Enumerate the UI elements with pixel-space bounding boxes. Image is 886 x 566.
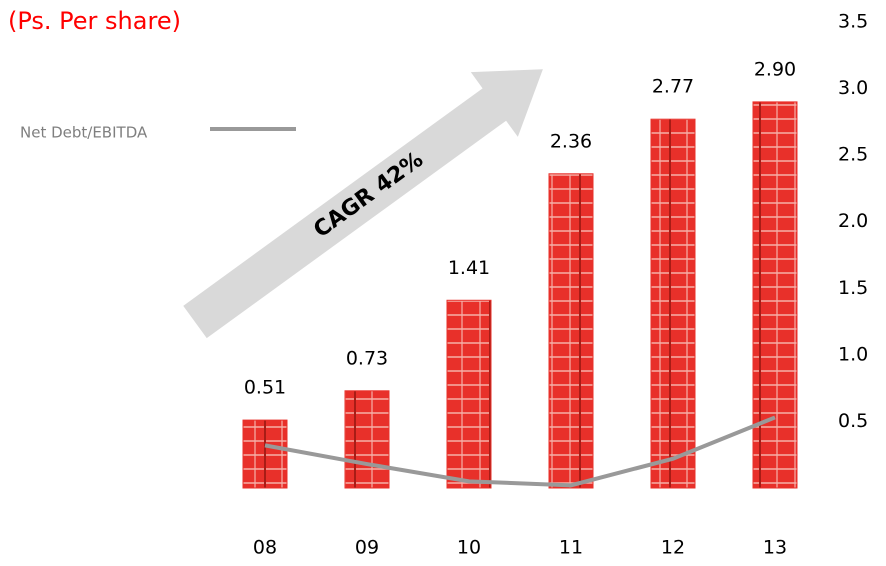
legend-label: Net Debt/EBITDA <box>20 124 148 142</box>
y-tick-label: 2.0 <box>838 210 868 232</box>
y-tick-label: 1.5 <box>838 277 868 299</box>
chart-title: (Ps. Per share) <box>8 7 181 35</box>
x-tick-label: 11 <box>559 537 583 559</box>
bar <box>548 173 594 489</box>
y-tick-label: 3.0 <box>838 77 868 99</box>
x-tick-label: 10 <box>457 537 481 559</box>
bar <box>344 390 390 489</box>
value-label: 2.90 <box>754 58 796 80</box>
value-label: 0.73 <box>346 347 388 369</box>
bar <box>752 101 798 489</box>
bar <box>242 419 288 489</box>
value-label: 1.41 <box>448 257 490 279</box>
y-tick-label: 0.5 <box>838 410 868 432</box>
line <box>264 415 776 488</box>
bar <box>446 299 492 489</box>
y-tick-label: 2.5 <box>838 144 868 166</box>
cagr-arrow: CAGR 42% <box>183 69 543 339</box>
y-tick-label: 1.0 <box>838 343 868 365</box>
value-label: 0.51 <box>244 377 286 399</box>
bar <box>650 118 696 489</box>
value-label: 2.36 <box>550 130 592 152</box>
annotation: CAGR 42% <box>309 147 428 243</box>
value-label: 2.77 <box>652 76 694 98</box>
x-tick-label: 12 <box>661 537 685 559</box>
y-tick-label: 3.5 <box>838 11 868 33</box>
x-tick-label: 13 <box>763 537 787 559</box>
x-tick-label: 08 <box>253 537 277 559</box>
x-tick-label: 09 <box>355 537 379 559</box>
